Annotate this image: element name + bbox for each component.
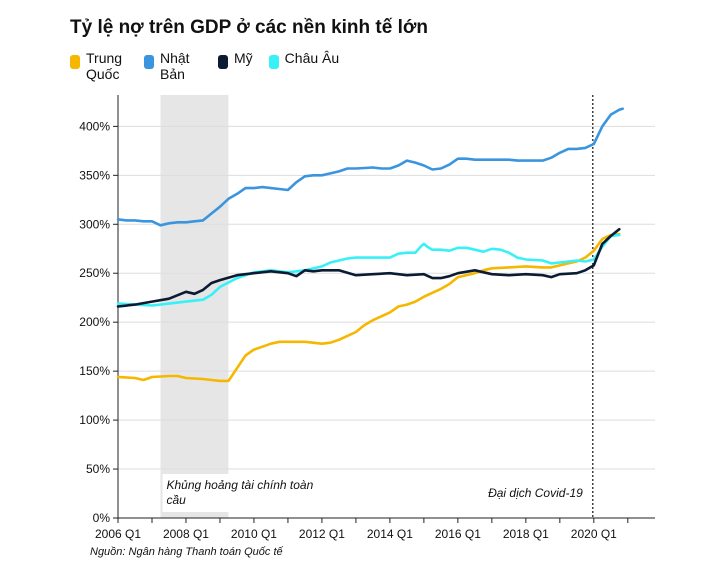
y-tick-label: 250%: [79, 266, 110, 280]
chart-title: Tỷ lệ nợ trên GDP ở các nền kinh tế lớn: [70, 17, 428, 38]
crisis-label-line-1: Khủng hoảng tài chính toàn: [166, 478, 313, 492]
legend-item-japan: Nhật Bản: [144, 50, 202, 82]
x-tick-label: 2006 Q1: [95, 527, 141, 541]
y-tick-label: 50%: [86, 462, 110, 476]
legend-item-china: Trung Quốc: [70, 50, 128, 82]
x-tick-label: 2016 Q1: [435, 527, 481, 541]
crisis-label-line-2: cầu: [166, 493, 186, 507]
legend-item-usa: Mỹ: [218, 50, 253, 69]
crisis-shade: [160, 95, 229, 518]
x-tick-label: 2012 Q1: [299, 527, 345, 541]
legend-label-japan: Nhật Bản: [160, 50, 190, 82]
x-tick-label: 2018 Q1: [503, 527, 549, 541]
series-line-japan: [116, 107, 624, 227]
x-tick-label: 2008 Q1: [163, 527, 209, 541]
legend-swatch-usa: [218, 55, 228, 69]
y-tick-label: 100%: [79, 413, 110, 427]
legend-swatch-europe: [268, 55, 279, 69]
y-tick-label: 150%: [79, 364, 110, 378]
x-tick-label: 2020 Q1: [571, 527, 617, 541]
legend-label-china: Trung Quốc: [86, 50, 123, 82]
y-tick-label: 0%: [93, 511, 111, 525]
series-line-china: [116, 232, 621, 383]
x-tick-label: 2014 Q1: [367, 527, 413, 541]
legend-item-europe: Châu Âu: [268, 50, 340, 69]
chart-legend: Trung Quốc Nhật Bản Mỹ Châu Âu: [70, 50, 355, 82]
series-line-usa: [116, 227, 621, 308]
crisis-label: Khủng hoảng tài chính toàn cầu: [166, 478, 313, 507]
covid-label: Đại dịch Covid-19: [488, 486, 583, 500]
legend-label-usa: Mỹ: [234, 50, 253, 66]
crisis-label-bg: [162, 474, 303, 512]
y-tick-label: 400%: [79, 119, 110, 133]
series-line-europe: [116, 233, 621, 307]
y-tick-label: 200%: [79, 315, 110, 329]
y-tick-label: 300%: [79, 217, 110, 231]
x-tick-label: 2010 Q1: [231, 527, 277, 541]
legend-swatch-japan: [144, 55, 154, 69]
y-tick-label: 350%: [79, 168, 110, 182]
legend-label-europe: Châu Âu: [284, 50, 340, 66]
legend-swatch-china: [70, 55, 80, 69]
source-note: Nguồn: Ngân hàng Thanh toán Quốc tế: [90, 546, 283, 558]
